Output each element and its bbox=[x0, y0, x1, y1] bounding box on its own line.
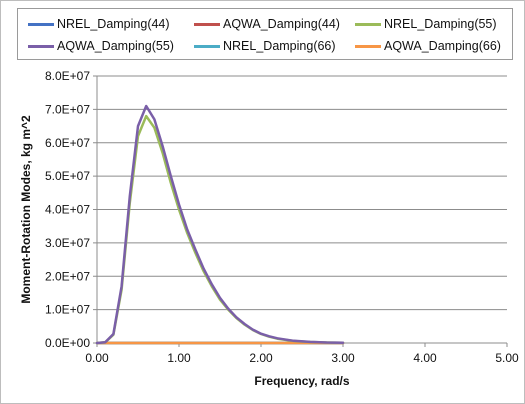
legend-swatch bbox=[28, 22, 54, 26]
legend: NREL_Damping(44) AQWA_Damping(44) NREL_D… bbox=[17, 8, 513, 60]
y-tick-label: 8.0E+07 bbox=[45, 69, 90, 83]
legend-label: AQWA_Damping(66) bbox=[384, 39, 501, 53]
legend-swatch bbox=[194, 22, 220, 26]
x-tick-label: 0.00 bbox=[85, 351, 109, 365]
legend-item-nrel-55: NREL_Damping(55) bbox=[355, 17, 497, 31]
x-tick-label: 4.00 bbox=[413, 351, 437, 365]
legend-item-aqwa-55: AQWA_Damping(55) bbox=[28, 39, 174, 53]
y-axis-title: Moment-Rotation Modes, kg m^2 bbox=[19, 115, 33, 304]
x-tick-label: 5.00 bbox=[495, 351, 519, 365]
legend-swatch bbox=[194, 44, 220, 48]
series-line-nrel-damping-55 bbox=[95, 114, 345, 345]
series-line-aqwa-damping-55 bbox=[95, 104, 345, 345]
legend-label: NREL_Damping(44) bbox=[57, 17, 170, 31]
y-tick-label: 7.0E+07 bbox=[45, 102, 90, 116]
y-tick-label: 0.0E+00 bbox=[45, 336, 90, 350]
legend-item-nrel-44: NREL_Damping(44) bbox=[28, 17, 170, 31]
tick-labels: 0.0E+00 1.0E+07 2.0E+07 3.0E+07 4.0E+07 5.0E+… bbox=[45, 69, 519, 365]
y-tick-label: 2.0E+07 bbox=[45, 269, 90, 283]
y-tick-label: 3.0E+07 bbox=[45, 236, 90, 250]
x-axis-title: Frequency, rad/s bbox=[254, 374, 349, 388]
y-tick-label: 4.0E+07 bbox=[45, 203, 90, 217]
y-tick-label: 1.0E+07 bbox=[45, 303, 90, 317]
y-tick-label: 6.0E+07 bbox=[45, 136, 90, 150]
legend-item-nrel-66: NREL_Damping(66) bbox=[194, 39, 336, 53]
legend-swatch bbox=[28, 44, 54, 48]
legend-label: NREL_Damping(55) bbox=[384, 17, 497, 31]
legend-swatch bbox=[355, 44, 381, 48]
gridlines bbox=[97, 75, 507, 311]
legend-swatch bbox=[355, 22, 381, 26]
series-lines bbox=[95, 104, 345, 345]
legend-label: AQWA_Damping(55) bbox=[57, 39, 174, 53]
x-tick-label: 2.00 bbox=[249, 351, 273, 365]
y-tick-label: 5.0E+07 bbox=[45, 169, 90, 183]
x-tick-label: 1.00 bbox=[167, 351, 191, 365]
legend-item-aqwa-44: AQWA_Damping(44) bbox=[194, 17, 340, 31]
legend-item-aqwa-66: AQWA_Damping(66) bbox=[355, 39, 501, 53]
x-tick-label: 3.00 bbox=[331, 351, 355, 365]
axes bbox=[93, 75, 508, 347]
legend-label: NREL_Damping(66) bbox=[223, 39, 336, 53]
legend-label: AQWA_Damping(44) bbox=[223, 17, 340, 31]
